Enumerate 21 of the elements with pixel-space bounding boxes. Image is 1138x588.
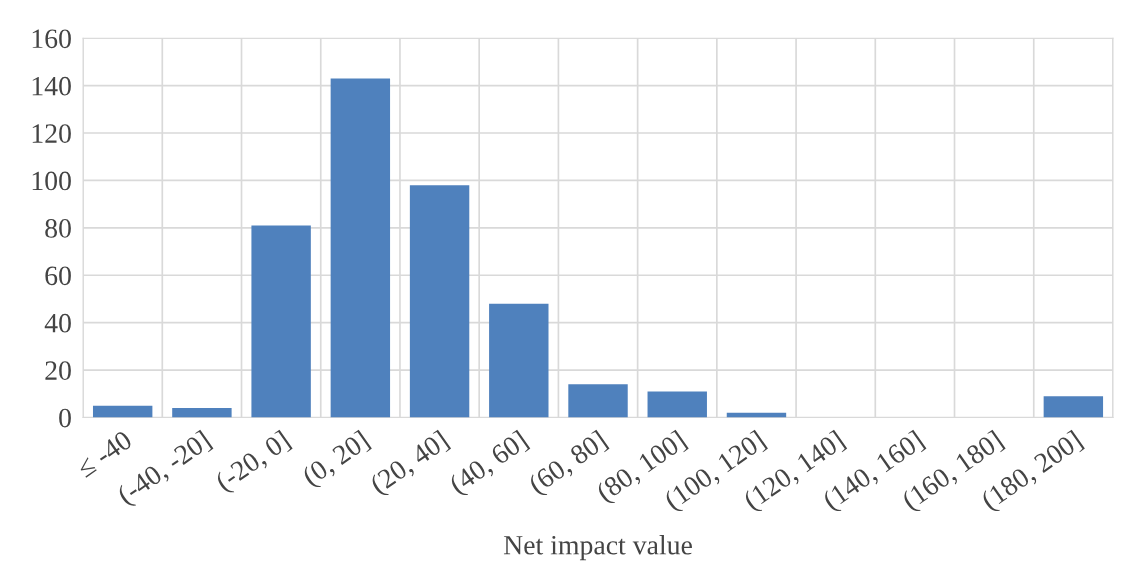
y-tick-label: 120 [32,124,71,143]
y-tick-label: 100 [32,171,71,191]
bar [647,391,707,418]
x-axis-title: Net impact value [503,535,692,561]
bar [251,225,311,418]
y-tick-label: 60 [45,266,71,286]
bar [409,185,470,418]
bar [1043,396,1104,418]
bar [489,303,549,418]
x-tick-label: (-20, 0] [213,429,294,497]
y-tick-label: 0 [59,408,71,428]
y-tick-label: 20 [45,361,71,380]
y-tick-label: 80 [45,219,71,238]
y-tick-label: 160 [32,29,71,49]
bar [568,384,628,418]
bar [172,408,232,418]
bar [92,405,153,418]
y-tick-label: 40 [44,313,71,333]
bar [330,78,391,418]
y-tick-label: 140 [32,76,71,96]
x-tick-label: ≤ -40 [75,429,134,478]
